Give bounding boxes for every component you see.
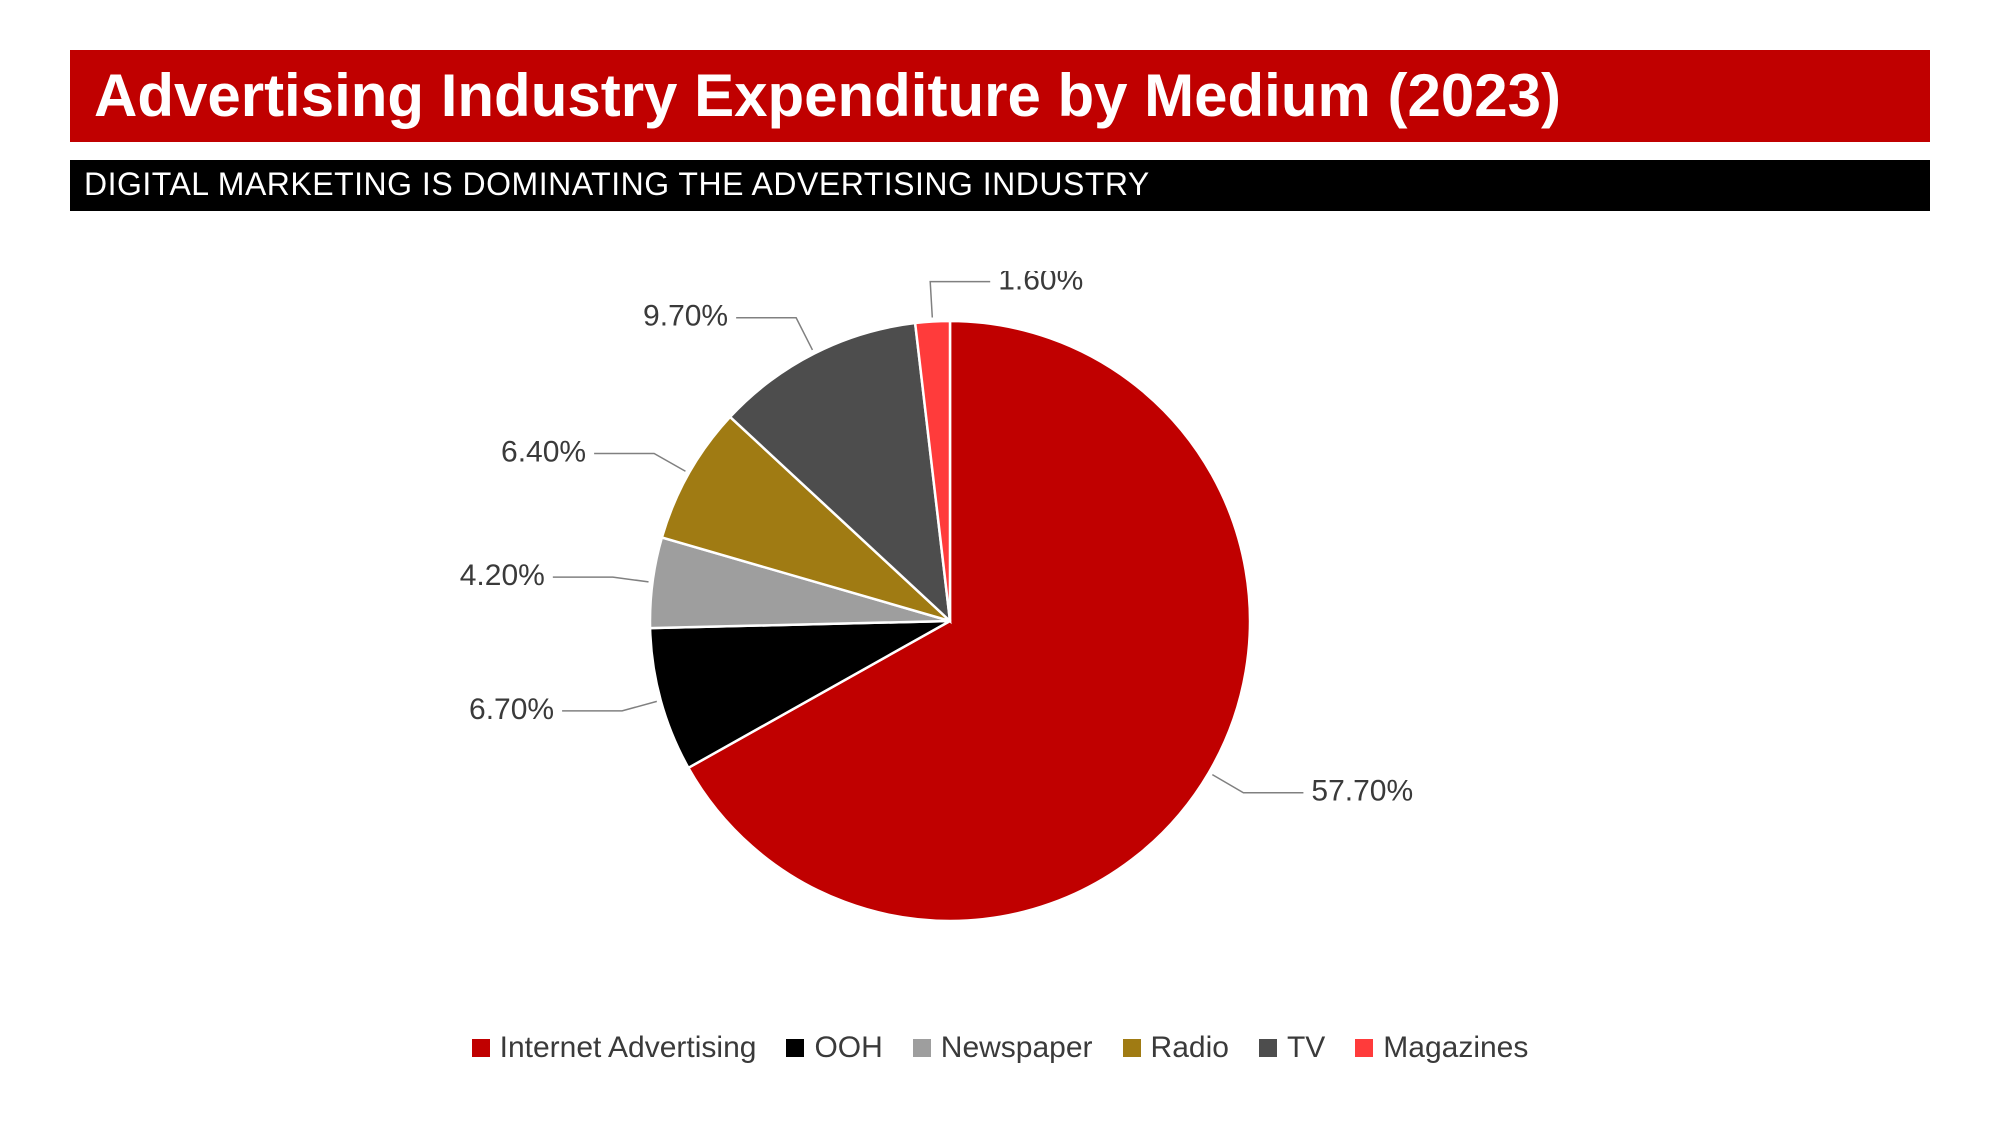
legend-item: Newspaper (913, 1031, 1093, 1065)
leader-line (594, 454, 685, 472)
legend-label: OOH (814, 1031, 882, 1065)
legend-label: TV (1287, 1031, 1325, 1065)
legend-label: Internet Advertising (500, 1031, 757, 1065)
legend-swatch (913, 1039, 931, 1057)
pie-data-label: 6.40% (501, 435, 586, 468)
pie-chart-container: 57.70% 6.70% 4.20% 6.40% 9.70% 1.60% Internet… (70, 271, 1930, 1065)
page-title: Advertising Industry Expenditure by Medi… (70, 50, 1930, 142)
pie-data-label: 6.70% (469, 693, 554, 726)
pie-data-label: 9.70% (643, 300, 728, 333)
legend-item: Magazines (1355, 1031, 1528, 1065)
leader-line (553, 577, 649, 582)
legend-label: Radio (1151, 1031, 1229, 1065)
leader-line (930, 282, 990, 318)
pie-data-label: 1.60% (998, 271, 1083, 296)
pie-data-label: 57.70% (1311, 775, 1413, 808)
slide: Advertising Industry Expenditure by Medi… (0, 0, 2000, 1125)
legend-swatch (1259, 1039, 1277, 1057)
legend-swatch (472, 1039, 490, 1057)
legend-item: Radio (1123, 1031, 1229, 1065)
legend-item: Internet Advertising (472, 1031, 757, 1065)
legend-item: TV (1259, 1031, 1325, 1065)
pie-chart: 57.70% 6.70% 4.20% 6.40% 9.70% 1.60% (450, 271, 1550, 1001)
legend-label: Magazines (1383, 1031, 1528, 1065)
legend-swatch (1355, 1039, 1373, 1057)
leader-line (1212, 775, 1303, 793)
legend-swatch (786, 1039, 804, 1057)
pie-data-label: 4.20% (460, 559, 545, 592)
pie-legend: Internet Advertising OOH Newspaper Radio TV M… (472, 1031, 1529, 1065)
legend-label: Newspaper (941, 1031, 1093, 1065)
leader-line (736, 318, 812, 350)
page-subtitle: DIGITAL MARKETING IS DOMINATING THE ADVE… (70, 160, 1930, 211)
legend-item: OOH (786, 1031, 882, 1065)
legend-swatch (1123, 1039, 1141, 1057)
leader-line (562, 701, 657, 711)
